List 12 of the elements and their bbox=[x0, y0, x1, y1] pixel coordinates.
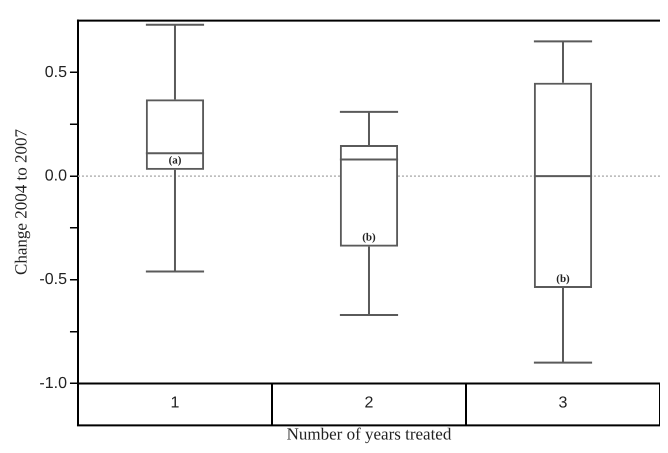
y-tick-label: -1.0 bbox=[39, 374, 68, 392]
annotation: (b) bbox=[362, 231, 376, 244]
x-tick-label: 3 bbox=[558, 394, 568, 412]
y-tick-label: -0.5 bbox=[39, 271, 68, 288]
x-tick-label: 2 bbox=[364, 394, 374, 412]
x-axis-title: Number of years treated bbox=[286, 424, 452, 444]
y-tick-label: 0.5 bbox=[44, 64, 68, 81]
y-tick-label: 0.0 bbox=[44, 167, 68, 184]
annotation: (a) bbox=[168, 154, 182, 167]
annotation: (b) bbox=[556, 272, 570, 285]
x-tick-label: 1 bbox=[170, 394, 180, 412]
y-axis-title: Change 2004 to 2007 bbox=[12, 128, 31, 275]
